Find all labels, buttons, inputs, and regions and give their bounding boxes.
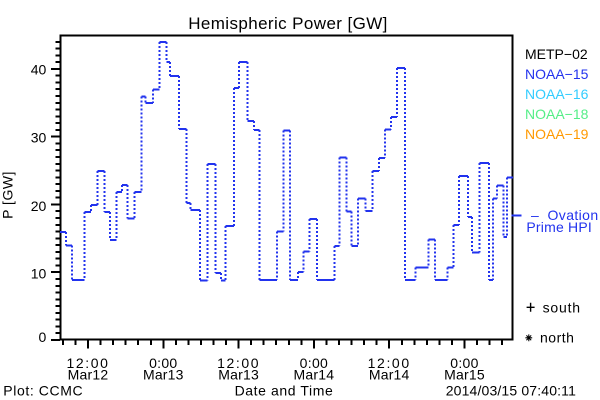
svg-text:–: – — [531, 207, 539, 223]
svg-text:METP−02: METP−02 — [525, 46, 588, 62]
svg-text:12:00: 12:00 — [368, 355, 411, 371]
svg-text:Mar12: Mar12 — [68, 367, 109, 383]
svg-text:0:00: 0:00 — [300, 355, 328, 371]
svg-text:0: 0 — [39, 329, 47, 345]
svg-text:20: 20 — [31, 198, 47, 214]
svg-text:Date and Time: Date and Time — [235, 383, 334, 399]
svg-text:10: 10 — [31, 266, 47, 282]
svg-text:40: 40 — [31, 62, 47, 78]
svg-text:Mar14: Mar14 — [369, 367, 410, 383]
svg-text:Mar14: Mar14 — [294, 367, 335, 383]
svg-text:north: north — [540, 330, 574, 346]
svg-text:Plot: CCMC: Plot: CCMC — [3, 383, 83, 399]
svg-text:0:00: 0:00 — [149, 355, 177, 371]
svg-text:NOAA−15: NOAA−15 — [525, 66, 589, 82]
svg-text:Mar15: Mar15 — [444, 367, 485, 383]
svg-text:0:00: 0:00 — [450, 355, 478, 371]
svg-text:Prime HPI: Prime HPI — [526, 219, 592, 235]
svg-text:NOAA−16: NOAA−16 — [525, 86, 589, 102]
svg-text:P [GW]: P [GW] — [0, 171, 16, 219]
svg-text:Mar13: Mar13 — [218, 367, 259, 383]
svg-text:south: south — [543, 300, 581, 316]
svg-text:12:00: 12:00 — [66, 355, 109, 371]
svg-text:2014/03/15 07:40:11: 2014/03/15 07:40:11 — [446, 383, 576, 399]
svg-text:12:00: 12:00 — [217, 355, 260, 371]
svg-text:Ovation: Ovation — [548, 207, 599, 223]
svg-text:Mar13: Mar13 — [143, 367, 184, 383]
svg-text:Hemispheric Power [GW]: Hemispheric Power [GW] — [188, 14, 388, 33]
svg-text:NOAA−18: NOAA−18 — [525, 106, 589, 122]
svg-text:30: 30 — [31, 130, 47, 146]
svg-text:NOAA−19: NOAA−19 — [525, 126, 589, 142]
